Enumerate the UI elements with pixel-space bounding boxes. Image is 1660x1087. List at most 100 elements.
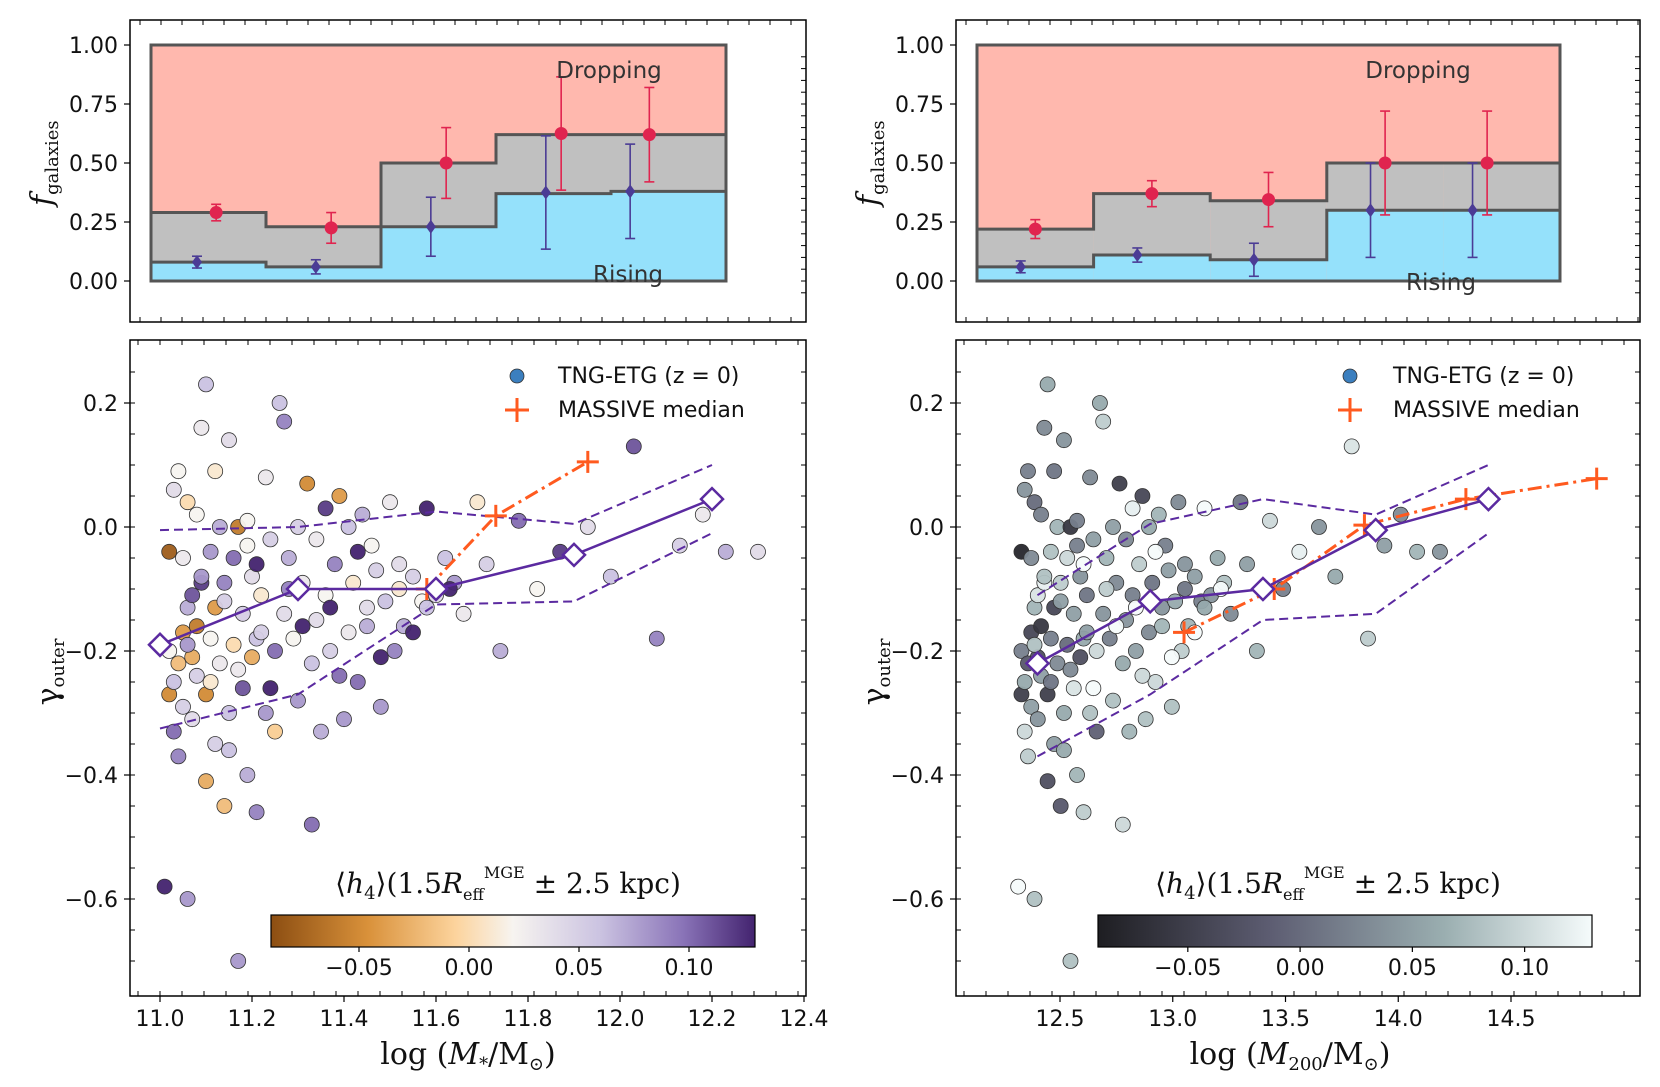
galaxy-point — [359, 599, 375, 616]
galaxy-point — [382, 494, 398, 511]
galaxy-point — [271, 395, 288, 411]
galaxy-point — [294, 618, 311, 635]
colorbar-tick-label: −0.05 — [1154, 956, 1221, 981]
rising-fraction-point — [625, 184, 636, 199]
galaxy-point — [216, 593, 233, 610]
median-marker — [1250, 576, 1276, 602]
rising-step-edge — [977, 208, 1560, 269]
x-tick-label: 13.5 — [1261, 1007, 1310, 1032]
galaxy-point — [1186, 568, 1203, 585]
galaxy-point — [1088, 723, 1105, 740]
x-tick-label: 14.0 — [1374, 1007, 1423, 1032]
galaxy-point — [1409, 543, 1425, 560]
galaxy-point — [492, 643, 509, 659]
galaxy-point — [694, 506, 711, 523]
median-marker — [1362, 517, 1389, 543]
galaxy-point — [285, 630, 302, 647]
galaxy-point — [207, 463, 224, 480]
galaxy-point — [202, 630, 219, 647]
galaxy-point — [1065, 680, 1082, 697]
galaxy-point — [345, 574, 362, 591]
galaxy-point — [359, 618, 375, 635]
galaxy-point — [418, 599, 435, 616]
y-tick-label: 0.0 — [909, 516, 944, 541]
x-tick-label: 11.2 — [228, 1007, 277, 1032]
galaxy-point — [1137, 711, 1154, 728]
galaxy-point — [262, 531, 279, 548]
galaxy-point — [184, 587, 201, 604]
galaxy-point — [267, 643, 283, 659]
rising-fraction-point — [310, 259, 321, 274]
galaxy-point — [1239, 556, 1255, 573]
galaxy-point — [625, 438, 642, 455]
galaxy-point — [1052, 593, 1069, 610]
galaxy-point — [1078, 587, 1095, 604]
galaxy-point — [267, 723, 283, 740]
galaxy-point — [1023, 550, 1040, 566]
galaxy-point — [1098, 581, 1115, 597]
galaxy-point — [648, 630, 665, 647]
colorbar-gradient — [270, 914, 756, 948]
dropping-fraction-point — [1028, 222, 1042, 236]
galaxy-point — [211, 519, 228, 535]
galaxy-point — [1092, 395, 1108, 411]
dropping-fraction-point — [209, 206, 223, 220]
galaxy-point — [221, 705, 237, 721]
rising-fraction-point — [1132, 248, 1143, 263]
x-tick-label: 13.0 — [1148, 1007, 1197, 1032]
dropping-step-edge — [975, 43, 1562, 283]
galaxy-point — [1111, 475, 1128, 492]
legend-label-massive: MASSIVE median — [1393, 398, 1580, 423]
legend-massive-marker — [505, 398, 529, 422]
neutral-bar — [266, 226, 381, 267]
x-tick-label: 11.6 — [412, 1007, 461, 1032]
galaxy-point — [1262, 512, 1278, 529]
galaxy-point — [1082, 705, 1099, 721]
y-tick-label: 0.75 — [895, 93, 944, 118]
neutral-step-edge — [977, 161, 1560, 231]
galaxy-point — [1056, 705, 1072, 721]
median-marker — [1475, 486, 1502, 512]
galaxy-point — [248, 804, 265, 821]
galaxy-point — [207, 736, 224, 752]
galaxy-point — [225, 636, 242, 653]
galaxy-point — [317, 500, 334, 517]
median-marker — [285, 576, 311, 602]
galaxy-point — [750, 543, 766, 560]
galaxy-point — [1036, 568, 1053, 585]
neutral-bar — [151, 212, 266, 263]
galaxy-point — [257, 705, 274, 721]
galaxy-point — [1121, 723, 1138, 740]
legend-label-tng: TNG-ETG (z = 0) — [1392, 364, 1574, 389]
galaxy-point — [405, 568, 421, 585]
y-tick-label: 0.50 — [895, 152, 944, 177]
x-tick-label: 12.0 — [596, 1007, 645, 1032]
galaxy-point — [198, 376, 214, 393]
galaxy-point — [262, 680, 279, 697]
rising-bar — [1093, 255, 1211, 281]
legend: TNG-ETG (z = 0) MASSIVE median — [505, 364, 745, 423]
lower-percentile-line — [159, 532, 713, 730]
galaxy-point — [372, 649, 389, 666]
galaxy-point — [1029, 711, 1046, 728]
galaxy-point — [1085, 680, 1102, 697]
galaxy-point — [303, 816, 320, 833]
region-label-dropping: Dropping — [556, 58, 662, 84]
galaxy-point — [230, 661, 247, 678]
rising-fraction-point — [1248, 252, 1259, 267]
upper-percentile-line — [1036, 464, 1489, 597]
x-tick-label: 14.5 — [1487, 1007, 1536, 1032]
galaxy-point — [1327, 568, 1344, 585]
median-marker — [423, 576, 449, 602]
galaxy-point — [248, 556, 265, 573]
dropping-fraction-point — [1262, 193, 1275, 207]
y-tick-label: 0.2 — [909, 392, 944, 417]
galaxy-point — [529, 581, 546, 597]
galaxy-point — [1052, 798, 1069, 814]
galaxy-point — [239, 537, 256, 554]
galaxy-point — [1209, 550, 1226, 566]
galaxy-point — [1141, 519, 1157, 535]
neutral-bar — [381, 163, 496, 227]
galaxy-point — [1147, 543, 1164, 560]
rising-bar — [151, 262, 266, 281]
